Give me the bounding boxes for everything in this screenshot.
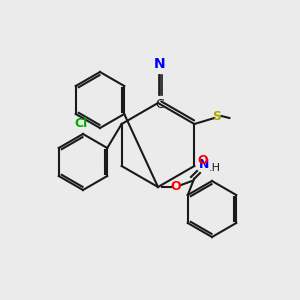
- Text: O: O: [171, 181, 181, 194]
- Text: S: S: [212, 110, 221, 122]
- Text: N: N: [154, 57, 166, 71]
- Text: N: N: [200, 158, 210, 170]
- Text: O: O: [198, 154, 208, 167]
- Text: Cl: Cl: [74, 117, 88, 130]
- Text: C: C: [156, 98, 164, 111]
- Text: .H: .H: [208, 163, 220, 173]
